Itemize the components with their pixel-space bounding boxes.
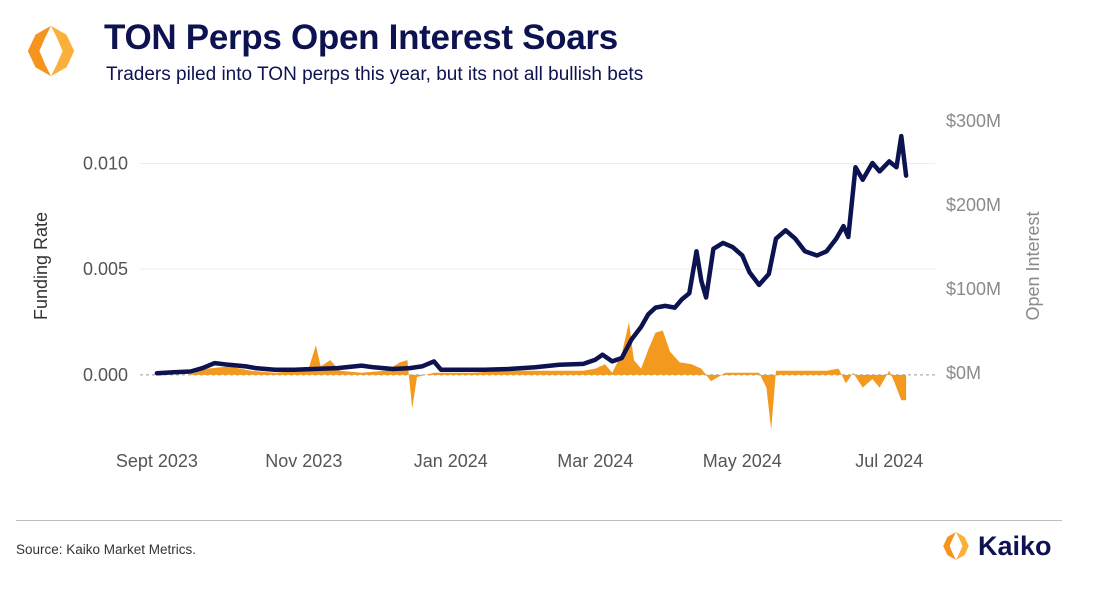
x-tick-label: May 2024 [703,451,782,471]
right-tick-label: $100M [946,279,1001,299]
kaiko-logo-icon [27,25,75,77]
right-tick-label: $200M [946,195,1001,215]
right-tick-label: $300M [946,111,1001,131]
open-interest-line [154,133,909,376]
logo-right-segment [51,25,75,77]
left-axis-title: Funding Rate [31,212,51,320]
x-tick-label: Jul 2024 [855,451,923,471]
funding-rate-area [156,322,907,430]
source-note: Source: Kaiko Market Metrics. [16,542,197,557]
chart-canvas: 0.000 0.005 0.010 $0M $100M $200M $300M Sept 20… [31,111,1043,471]
kaiko-small-logo-icon [943,532,969,560]
chart-subtitle: Traders piled into TON perps this year, … [106,64,644,85]
left-tick-label: 0.000 [83,365,128,385]
right-tick-label: $0M [946,363,981,383]
x-tick-label: Sept 2023 [116,451,198,471]
brand-mark: Kaiko [940,528,1052,564]
chart-title: TON Perps Open Interest Soars [104,18,618,57]
left-tick-label: 0.010 [83,153,128,173]
brand-name: Kaiko [978,530,1052,561]
x-tick-label: Mar 2024 [557,451,633,471]
right-axis-title: Open Interest [1023,211,1043,320]
left-tick-label: 0.005 [83,259,128,279]
x-tick-label: Jan 2024 [414,451,488,471]
footer-divider [16,520,1062,521]
x-tick-label: Nov 2023 [265,451,342,471]
